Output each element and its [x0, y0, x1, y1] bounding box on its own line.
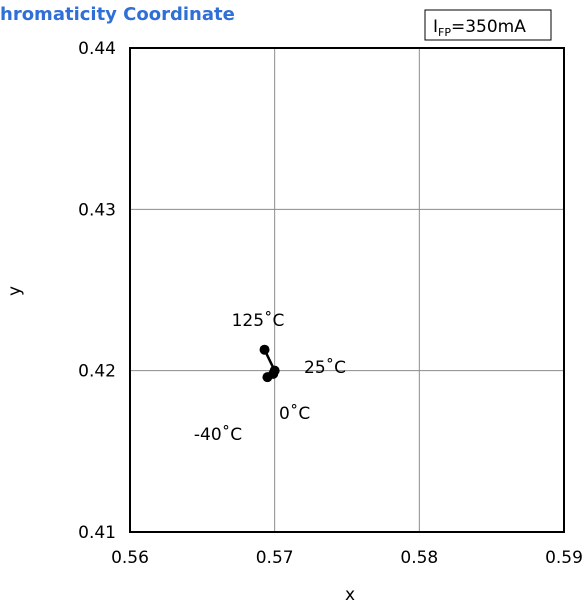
annotation-label: 125˚C [232, 310, 285, 331]
plot-frame [129, 47, 565, 533]
legend-main: I [433, 17, 438, 37]
x-tick-label: 0.58 [400, 548, 438, 568]
legend-box-frame [424, 9, 552, 41]
annotation-label: 25˚C [304, 357, 346, 378]
legend-rest: =350mA [451, 17, 526, 37]
annotation-label: 0˚C [279, 403, 310, 424]
data-series [259, 344, 280, 383]
legend-text: IFP=350mA [433, 17, 526, 39]
data-point [262, 372, 273, 383]
x-tick-label: 0.59 [545, 548, 583, 568]
grid [130, 48, 564, 532]
y-tick-label: 0.41 [78, 523, 116, 543]
y-tick-label: 0.43 [78, 200, 116, 220]
x-tick-label: 0.56 [111, 548, 149, 568]
legend-sub: FP [438, 26, 451, 39]
y-tick-label: 0.42 [78, 362, 116, 382]
data-point [259, 344, 270, 355]
y-tick-labels: 0.41 0.42 0.43 0.44 [78, 39, 116, 543]
legend-box: IFP=350mA [424, 9, 552, 41]
chart-title: hromaticity Coordinate [0, 4, 235, 25]
y-tick-label: 0.44 [78, 39, 116, 59]
annotation-label: -40˚C [194, 424, 242, 445]
y-axis-label: y [5, 286, 25, 296]
x-tick-labels: 0.56 0.57 0.58 0.59 [111, 548, 583, 568]
x-tick-label: 0.57 [256, 548, 294, 568]
annotations: 125˚C 25˚C 0˚C -40˚C [194, 310, 346, 445]
x-axis-label: x [345, 585, 355, 603]
